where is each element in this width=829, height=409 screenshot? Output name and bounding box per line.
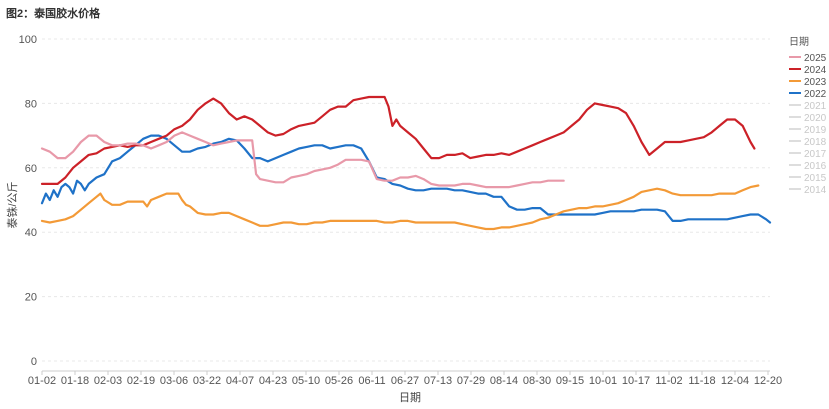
x-tick-label: 12-04 bbox=[721, 375, 749, 387]
x-tick-label: 06-11 bbox=[358, 375, 385, 387]
x-tick-label: 01-18 bbox=[61, 375, 89, 387]
legend-label-2019: 2019 bbox=[804, 125, 827, 136]
x-tick-label: 10-17 bbox=[622, 375, 650, 387]
legend-label-2025: 2025 bbox=[804, 53, 827, 64]
legend-label-2020: 2020 bbox=[804, 113, 827, 124]
x-tick-label: 04-23 bbox=[259, 375, 287, 387]
legend-label-2024: 2024 bbox=[804, 65, 827, 76]
y-axis-title: 泰铢/公斤 bbox=[5, 181, 19, 228]
legend-label-2017: 2017 bbox=[804, 149, 827, 160]
x-tick-label: 03-22 bbox=[193, 375, 221, 387]
y-tick-label: 80 bbox=[25, 98, 37, 110]
x-tick-label: 08-14 bbox=[490, 375, 518, 387]
x-tick-label: 08-30 bbox=[523, 375, 551, 387]
x-tick-label: 06-27 bbox=[391, 375, 419, 387]
y-tick-label: 0 bbox=[31, 356, 37, 368]
x-tick-label: 03-06 bbox=[160, 375, 188, 387]
legend-title: 日期 bbox=[789, 36, 809, 48]
legend: 日期 2025202420232022202120202019201820172… bbox=[789, 36, 827, 196]
series-line-2024 bbox=[40, 95, 756, 185]
y-tick-label: 100 bbox=[19, 34, 37, 46]
x-tick-label: 10-01 bbox=[589, 375, 617, 387]
legend-label-2021: 2021 bbox=[804, 101, 827, 112]
x-tick-label: 04-07 bbox=[226, 375, 254, 387]
series-lines bbox=[40, 95, 772, 231]
x-tick-label: 05-10 bbox=[292, 375, 320, 387]
y-tick-label: 40 bbox=[25, 227, 37, 239]
grid-lines bbox=[42, 38, 770, 362]
x-tick-label: 12-20 bbox=[754, 375, 782, 387]
x-tick-label: 02-19 bbox=[127, 375, 155, 387]
x-tick-label: 09-15 bbox=[556, 375, 584, 387]
x-axis-title: 日期 bbox=[399, 391, 421, 404]
x-tick-label: 07-13 bbox=[424, 375, 452, 387]
legend-label-2016: 2016 bbox=[804, 161, 827, 172]
legend-label-2023: 2023 bbox=[804, 77, 827, 88]
series-line-2025 bbox=[40, 131, 565, 189]
figure-title: 图2：泰国胶水价格 bbox=[6, 8, 101, 20]
legend-label-2015: 2015 bbox=[804, 173, 827, 184]
legend-label-2014: 2014 bbox=[804, 185, 827, 196]
x-tick-label: 02-03 bbox=[94, 375, 122, 387]
legend-label-2018: 2018 bbox=[804, 137, 827, 148]
x-tick-label: 07-29 bbox=[457, 375, 485, 387]
legend-label-2022: 2022 bbox=[804, 89, 827, 100]
x-tick-label: 11-18 bbox=[688, 375, 715, 387]
series-line-2022 bbox=[40, 134, 772, 224]
series-line-2023 bbox=[40, 184, 760, 231]
y-tick-label: 20 bbox=[25, 292, 37, 304]
y-tick-label: 60 bbox=[25, 163, 37, 175]
x-tick-label: 05-26 bbox=[325, 375, 353, 387]
x-tick-label: 11-02 bbox=[655, 375, 682, 387]
x-tick-label: 01-02 bbox=[28, 375, 56, 387]
y-axis-ticks: 0 20 40 60 80 100 bbox=[19, 34, 37, 368]
x-axis-ticks: 01-02 01-18 02-03 02-19 03-06 03-22 04-07 04-23… bbox=[28, 371, 782, 387]
